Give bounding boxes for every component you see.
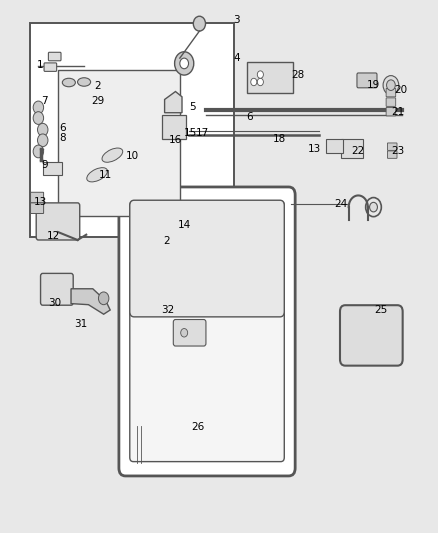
- FancyBboxPatch shape: [36, 203, 80, 240]
- Circle shape: [383, 76, 399, 95]
- Text: 8: 8: [59, 133, 66, 143]
- FancyBboxPatch shape: [173, 319, 206, 346]
- Text: 3: 3: [233, 15, 240, 25]
- Text: 2: 2: [94, 81, 100, 91]
- Text: 25: 25: [374, 305, 388, 315]
- Polygon shape: [165, 92, 182, 113]
- Text: 16: 16: [169, 135, 182, 146]
- Text: 10: 10: [125, 151, 138, 161]
- FancyBboxPatch shape: [44, 63, 57, 71]
- Circle shape: [180, 58, 188, 69]
- Text: 23: 23: [392, 146, 405, 156]
- Circle shape: [181, 328, 187, 337]
- Ellipse shape: [87, 168, 107, 182]
- FancyBboxPatch shape: [388, 151, 397, 158]
- Text: 18: 18: [273, 134, 286, 144]
- Text: 13: 13: [34, 197, 47, 207]
- Text: 14: 14: [177, 220, 191, 230]
- Text: 5: 5: [190, 102, 196, 112]
- FancyBboxPatch shape: [31, 203, 44, 214]
- Circle shape: [193, 16, 205, 31]
- FancyBboxPatch shape: [130, 201, 284, 462]
- Text: 19: 19: [367, 80, 380, 90]
- FancyBboxPatch shape: [388, 143, 397, 150]
- Text: 31: 31: [74, 319, 87, 329]
- Circle shape: [175, 52, 194, 75]
- Text: 12: 12: [47, 231, 60, 241]
- Text: 24: 24: [334, 199, 347, 209]
- Circle shape: [33, 112, 44, 124]
- FancyBboxPatch shape: [41, 273, 73, 305]
- Text: 17: 17: [196, 128, 209, 138]
- Circle shape: [167, 220, 180, 236]
- Circle shape: [370, 203, 378, 212]
- Text: 21: 21: [392, 107, 405, 117]
- FancyBboxPatch shape: [386, 88, 396, 97]
- Circle shape: [38, 134, 48, 147]
- Text: 22: 22: [352, 146, 365, 156]
- Text: 11: 11: [99, 171, 113, 180]
- Circle shape: [387, 80, 395, 91]
- Text: 15: 15: [184, 128, 198, 138]
- Text: 2: 2: [163, 236, 170, 246]
- FancyBboxPatch shape: [386, 108, 396, 116]
- Polygon shape: [71, 289, 110, 314]
- Text: 7: 7: [42, 96, 48, 106]
- Text: 29: 29: [92, 96, 105, 106]
- Circle shape: [257, 71, 263, 78]
- Text: 4: 4: [233, 53, 240, 63]
- Ellipse shape: [78, 78, 91, 86]
- Circle shape: [257, 78, 263, 86]
- Ellipse shape: [62, 78, 75, 87]
- Circle shape: [33, 145, 44, 158]
- Text: 28: 28: [292, 70, 305, 79]
- FancyBboxPatch shape: [340, 305, 403, 366]
- Text: 13: 13: [308, 144, 321, 154]
- Bar: [162, 115, 186, 139]
- Circle shape: [38, 123, 48, 136]
- Text: 32: 32: [161, 305, 174, 315]
- Text: 9: 9: [42, 160, 48, 169]
- Bar: [43, 162, 62, 175]
- Ellipse shape: [102, 148, 123, 162]
- Bar: [341, 139, 363, 158]
- FancyBboxPatch shape: [119, 187, 295, 476]
- FancyBboxPatch shape: [130, 200, 284, 317]
- FancyBboxPatch shape: [31, 192, 44, 203]
- Bar: [247, 62, 293, 93]
- Text: 30: 30: [48, 297, 61, 308]
- Circle shape: [33, 101, 44, 114]
- Circle shape: [251, 78, 257, 86]
- FancyBboxPatch shape: [357, 73, 377, 88]
- Text: 20: 20: [394, 85, 407, 95]
- Bar: [30, 22, 234, 237]
- Text: 1: 1: [37, 60, 44, 70]
- Bar: [58, 70, 180, 216]
- Text: 6: 6: [59, 123, 66, 133]
- Text: 26: 26: [191, 422, 205, 432]
- Circle shape: [99, 292, 109, 305]
- Bar: [325, 139, 343, 152]
- FancyBboxPatch shape: [386, 98, 396, 107]
- FancyBboxPatch shape: [48, 52, 61, 61]
- Text: 6: 6: [246, 112, 253, 122]
